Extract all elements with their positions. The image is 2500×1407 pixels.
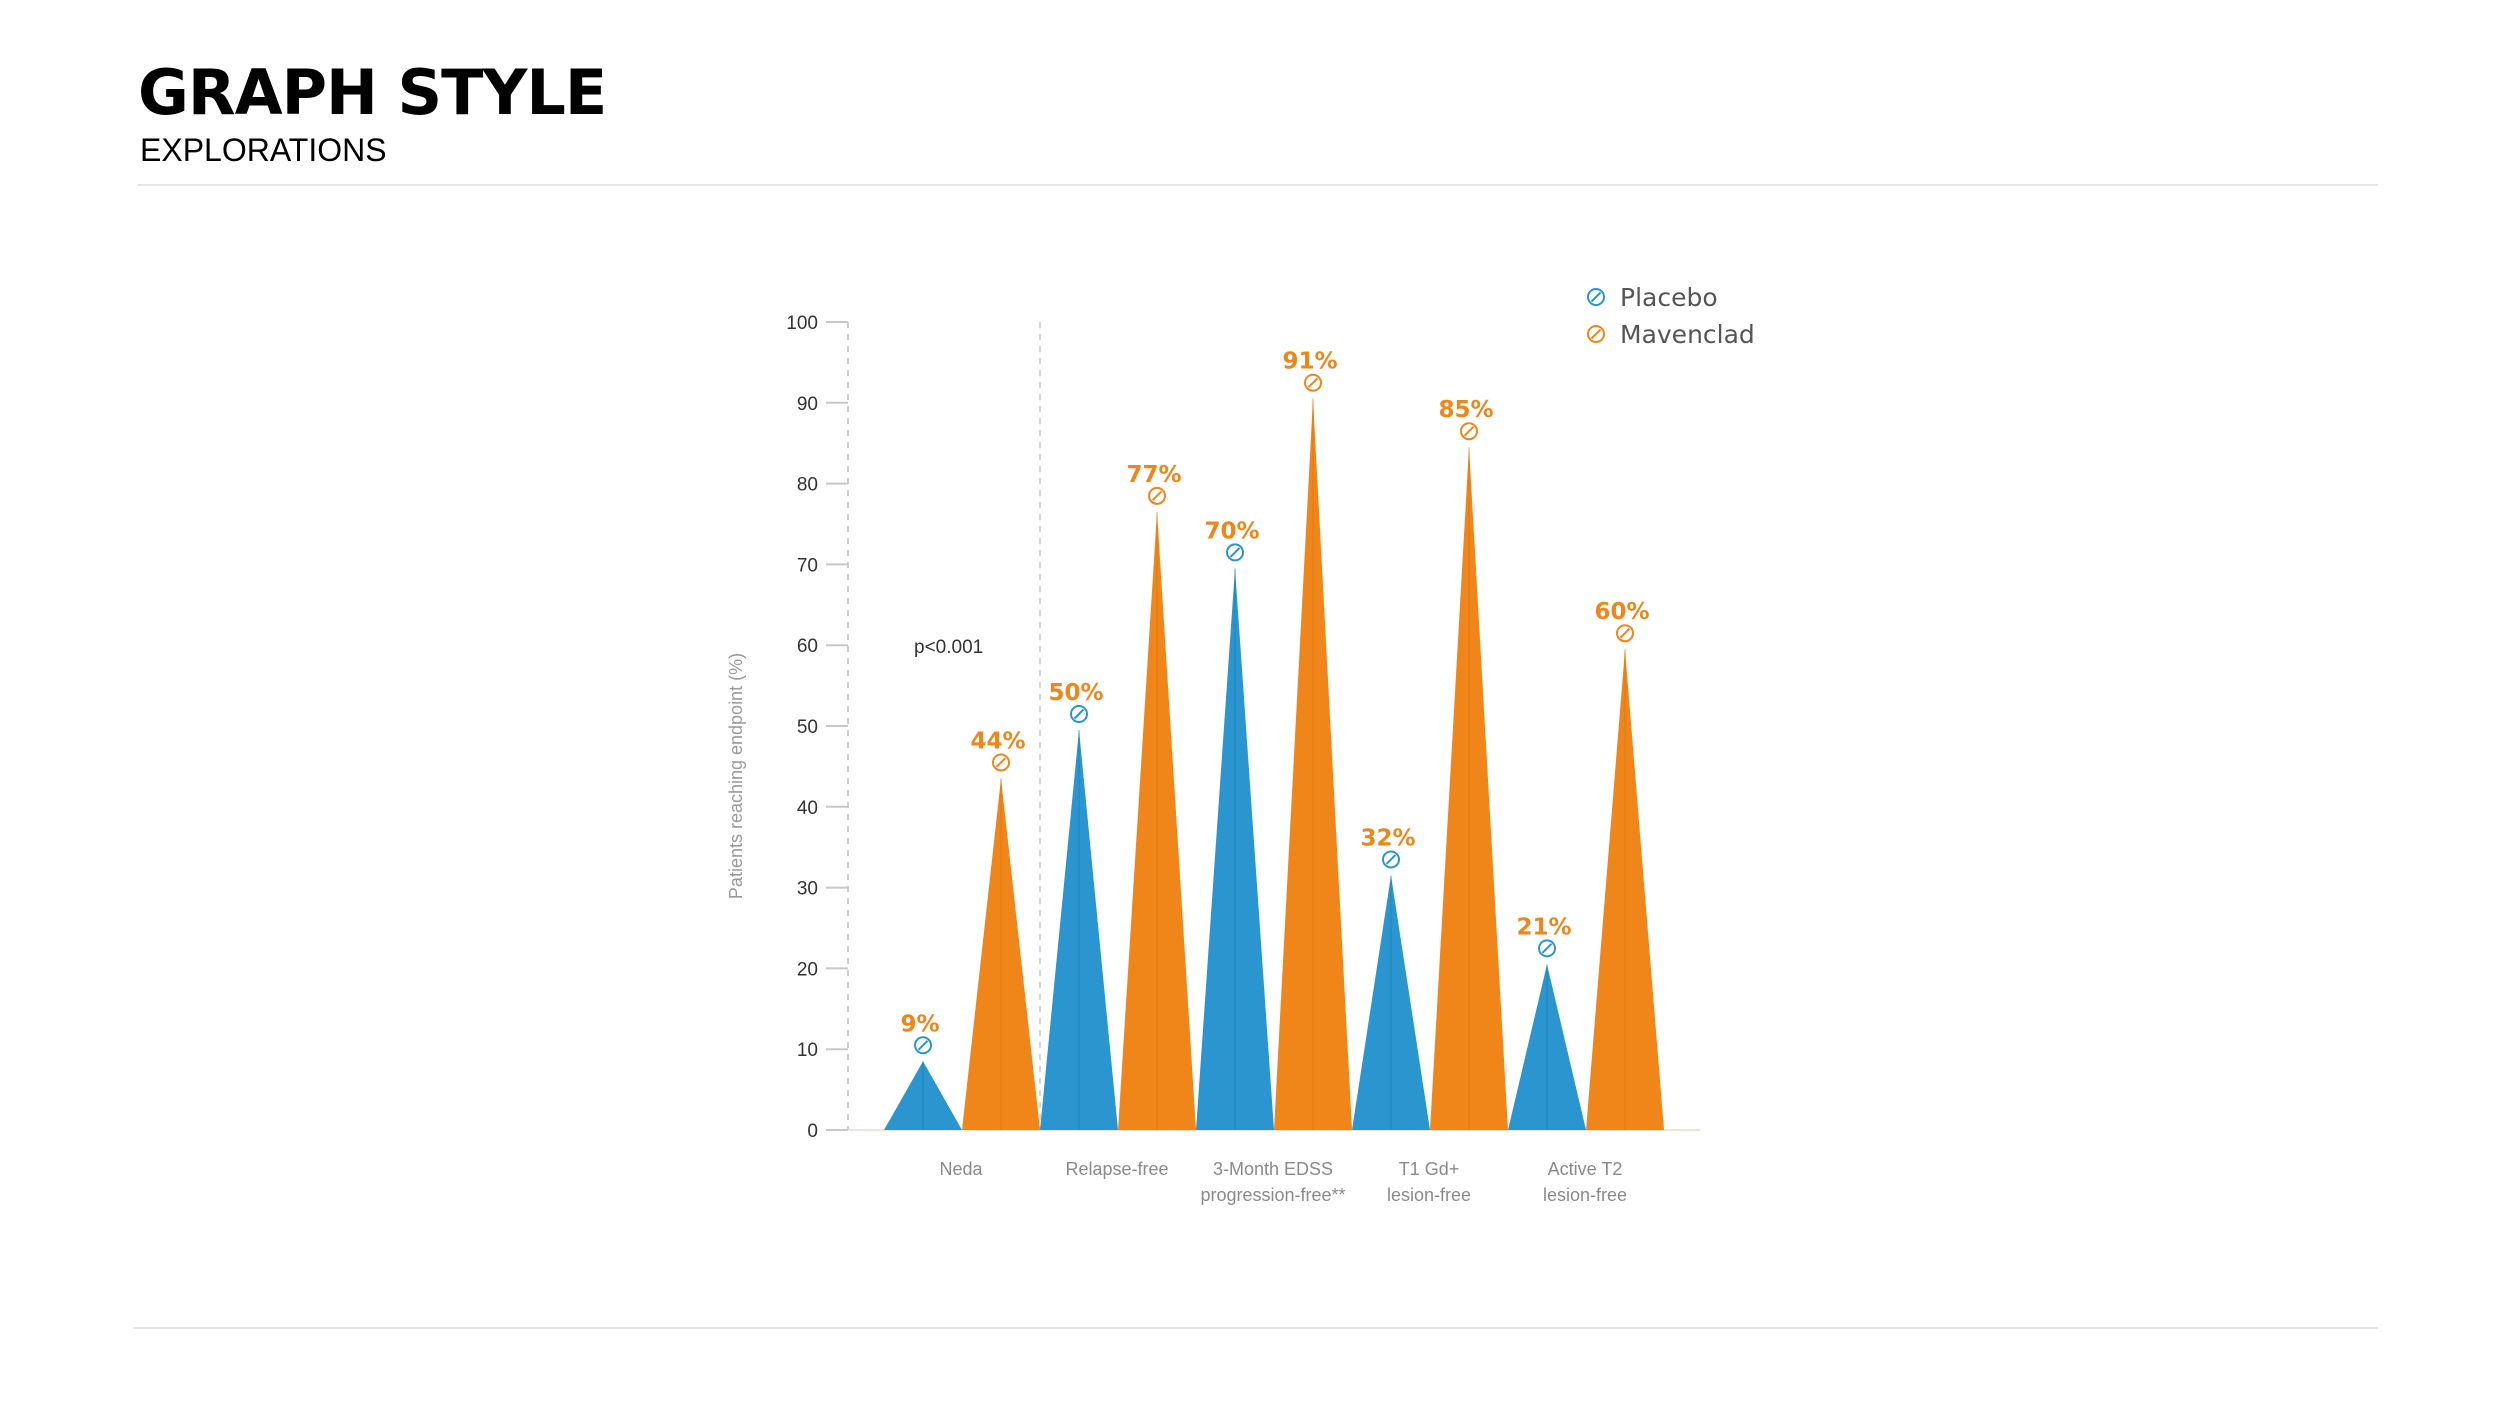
y-tick-label: 50 — [797, 717, 818, 738]
header-divider — [138, 184, 2378, 186]
legend-label: Mavenclad — [1620, 320, 1755, 349]
y-tick-label: 90 — [797, 394, 818, 415]
y-axis-label: Patients reaching endpoint (%) — [726, 653, 746, 899]
value-label: 32% — [1360, 825, 1415, 851]
value-label: 21% — [1516, 914, 1571, 940]
spike-chart: 0 10 20 30 40 50 60 70 80 90 100 Patients reaching … — [726, 283, 1755, 1205]
legend-label: Placebo — [1620, 283, 1718, 312]
y-tick-label: 10 — [797, 1040, 818, 1061]
slash-icon-stroke — [917, 1040, 929, 1051]
category-label: progression-free** — [1200, 1185, 1345, 1205]
slash-icon-stroke — [1073, 708, 1085, 720]
value-label: 50% — [1048, 680, 1103, 706]
y-tick-label: 20 — [797, 959, 818, 980]
page-title: GRAPH STYLE — [138, 56, 607, 129]
slash-icon-stroke — [1463, 425, 1475, 437]
category-label: Relapse-free — [1065, 1159, 1168, 1179]
slash-icon-stroke — [1307, 377, 1319, 388]
y-tick-label: 60 — [797, 636, 818, 657]
value-label: 77% — [1126, 462, 1181, 488]
p-value-annotation: p<0.001 — [914, 637, 983, 658]
category-label: lesion-free — [1543, 1185, 1627, 1205]
slash-icon-stroke — [995, 757, 1007, 768]
value-label: 44% — [970, 728, 1025, 754]
category-label: T1 Gd+ — [1399, 1159, 1460, 1179]
y-tick-label: 70 — [797, 555, 818, 576]
slash-icon-stroke — [1229, 547, 1241, 558]
legend-slash-icon — [1590, 291, 1602, 303]
value-label: 91% — [1282, 349, 1337, 375]
value-label: 9% — [900, 1011, 939, 1037]
slash-icon-stroke — [1151, 490, 1163, 502]
value-label: 70% — [1204, 518, 1259, 544]
slash-icon-stroke — [1541, 943, 1553, 954]
legend-slash-icon — [1590, 328, 1602, 340]
page-subtitle: EXPLORATIONS — [140, 132, 387, 168]
category-label: Active T2 — [1548, 1159, 1623, 1179]
category-label: lesion-free — [1387, 1185, 1471, 1205]
y-tick-label: 80 — [797, 475, 818, 496]
value-label: 60% — [1594, 599, 1649, 625]
value-label: 85% — [1438, 397, 1493, 423]
category-label: 3-Month EDSS — [1213, 1159, 1333, 1179]
slash-icon-stroke — [1385, 854, 1397, 865]
y-tick-label: 40 — [797, 798, 818, 819]
category-label: Neda — [939, 1159, 983, 1179]
y-tick-label: 100 — [786, 313, 818, 334]
slash-icon-stroke — [1619, 627, 1631, 639]
y-tick-label: 0 — [807, 1121, 818, 1142]
y-tick-label: 30 — [797, 879, 818, 900]
footer-divider — [133, 1327, 2378, 1329]
